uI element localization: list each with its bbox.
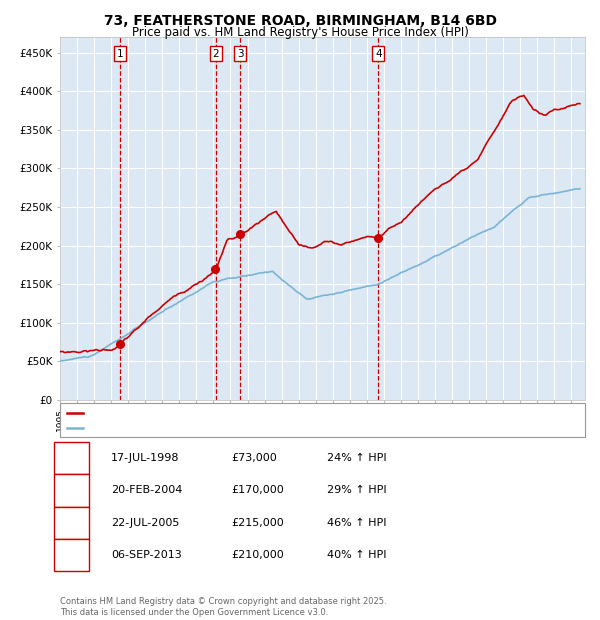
Text: £215,000: £215,000 (231, 518, 284, 528)
Text: 73, FEATHERSTONE ROAD, BIRMINGHAM, B14 6BD: 73, FEATHERSTONE ROAD, BIRMINGHAM, B14 6… (104, 14, 497, 28)
Text: 2: 2 (68, 485, 75, 495)
Text: 40% ↑ HPI: 40% ↑ HPI (327, 550, 386, 560)
Text: 1: 1 (68, 453, 75, 463)
Text: 3: 3 (236, 48, 244, 58)
Text: 2: 2 (212, 48, 219, 58)
Text: Contains HM Land Registry data © Crown copyright and database right 2025.
This d: Contains HM Land Registry data © Crown c… (60, 598, 386, 617)
Text: HPI: Average price, semi-detached house, Birmingham: HPI: Average price, semi-detached house,… (85, 423, 353, 433)
Text: 46% ↑ HPI: 46% ↑ HPI (327, 518, 386, 528)
Text: £170,000: £170,000 (231, 485, 284, 495)
Text: 24% ↑ HPI: 24% ↑ HPI (327, 453, 386, 463)
Text: Price paid vs. HM Land Registry's House Price Index (HPI): Price paid vs. HM Land Registry's House … (131, 26, 469, 39)
Text: 06-SEP-2013: 06-SEP-2013 (111, 550, 182, 560)
Text: £73,000: £73,000 (231, 453, 277, 463)
Text: 4: 4 (68, 550, 75, 560)
Text: 20-FEB-2004: 20-FEB-2004 (111, 485, 182, 495)
Text: 22-JUL-2005: 22-JUL-2005 (111, 518, 179, 528)
Text: 17-JUL-1998: 17-JUL-1998 (111, 453, 179, 463)
Text: £210,000: £210,000 (231, 550, 284, 560)
Text: 4: 4 (375, 48, 382, 58)
Text: 1: 1 (117, 48, 124, 58)
Text: 73, FEATHERSTONE ROAD, BIRMINGHAM, B14 6BD (semi-detached house): 73, FEATHERSTONE ROAD, BIRMINGHAM, B14 6… (85, 407, 449, 417)
Text: 29% ↑ HPI: 29% ↑ HPI (327, 485, 386, 495)
Text: 3: 3 (68, 518, 75, 528)
